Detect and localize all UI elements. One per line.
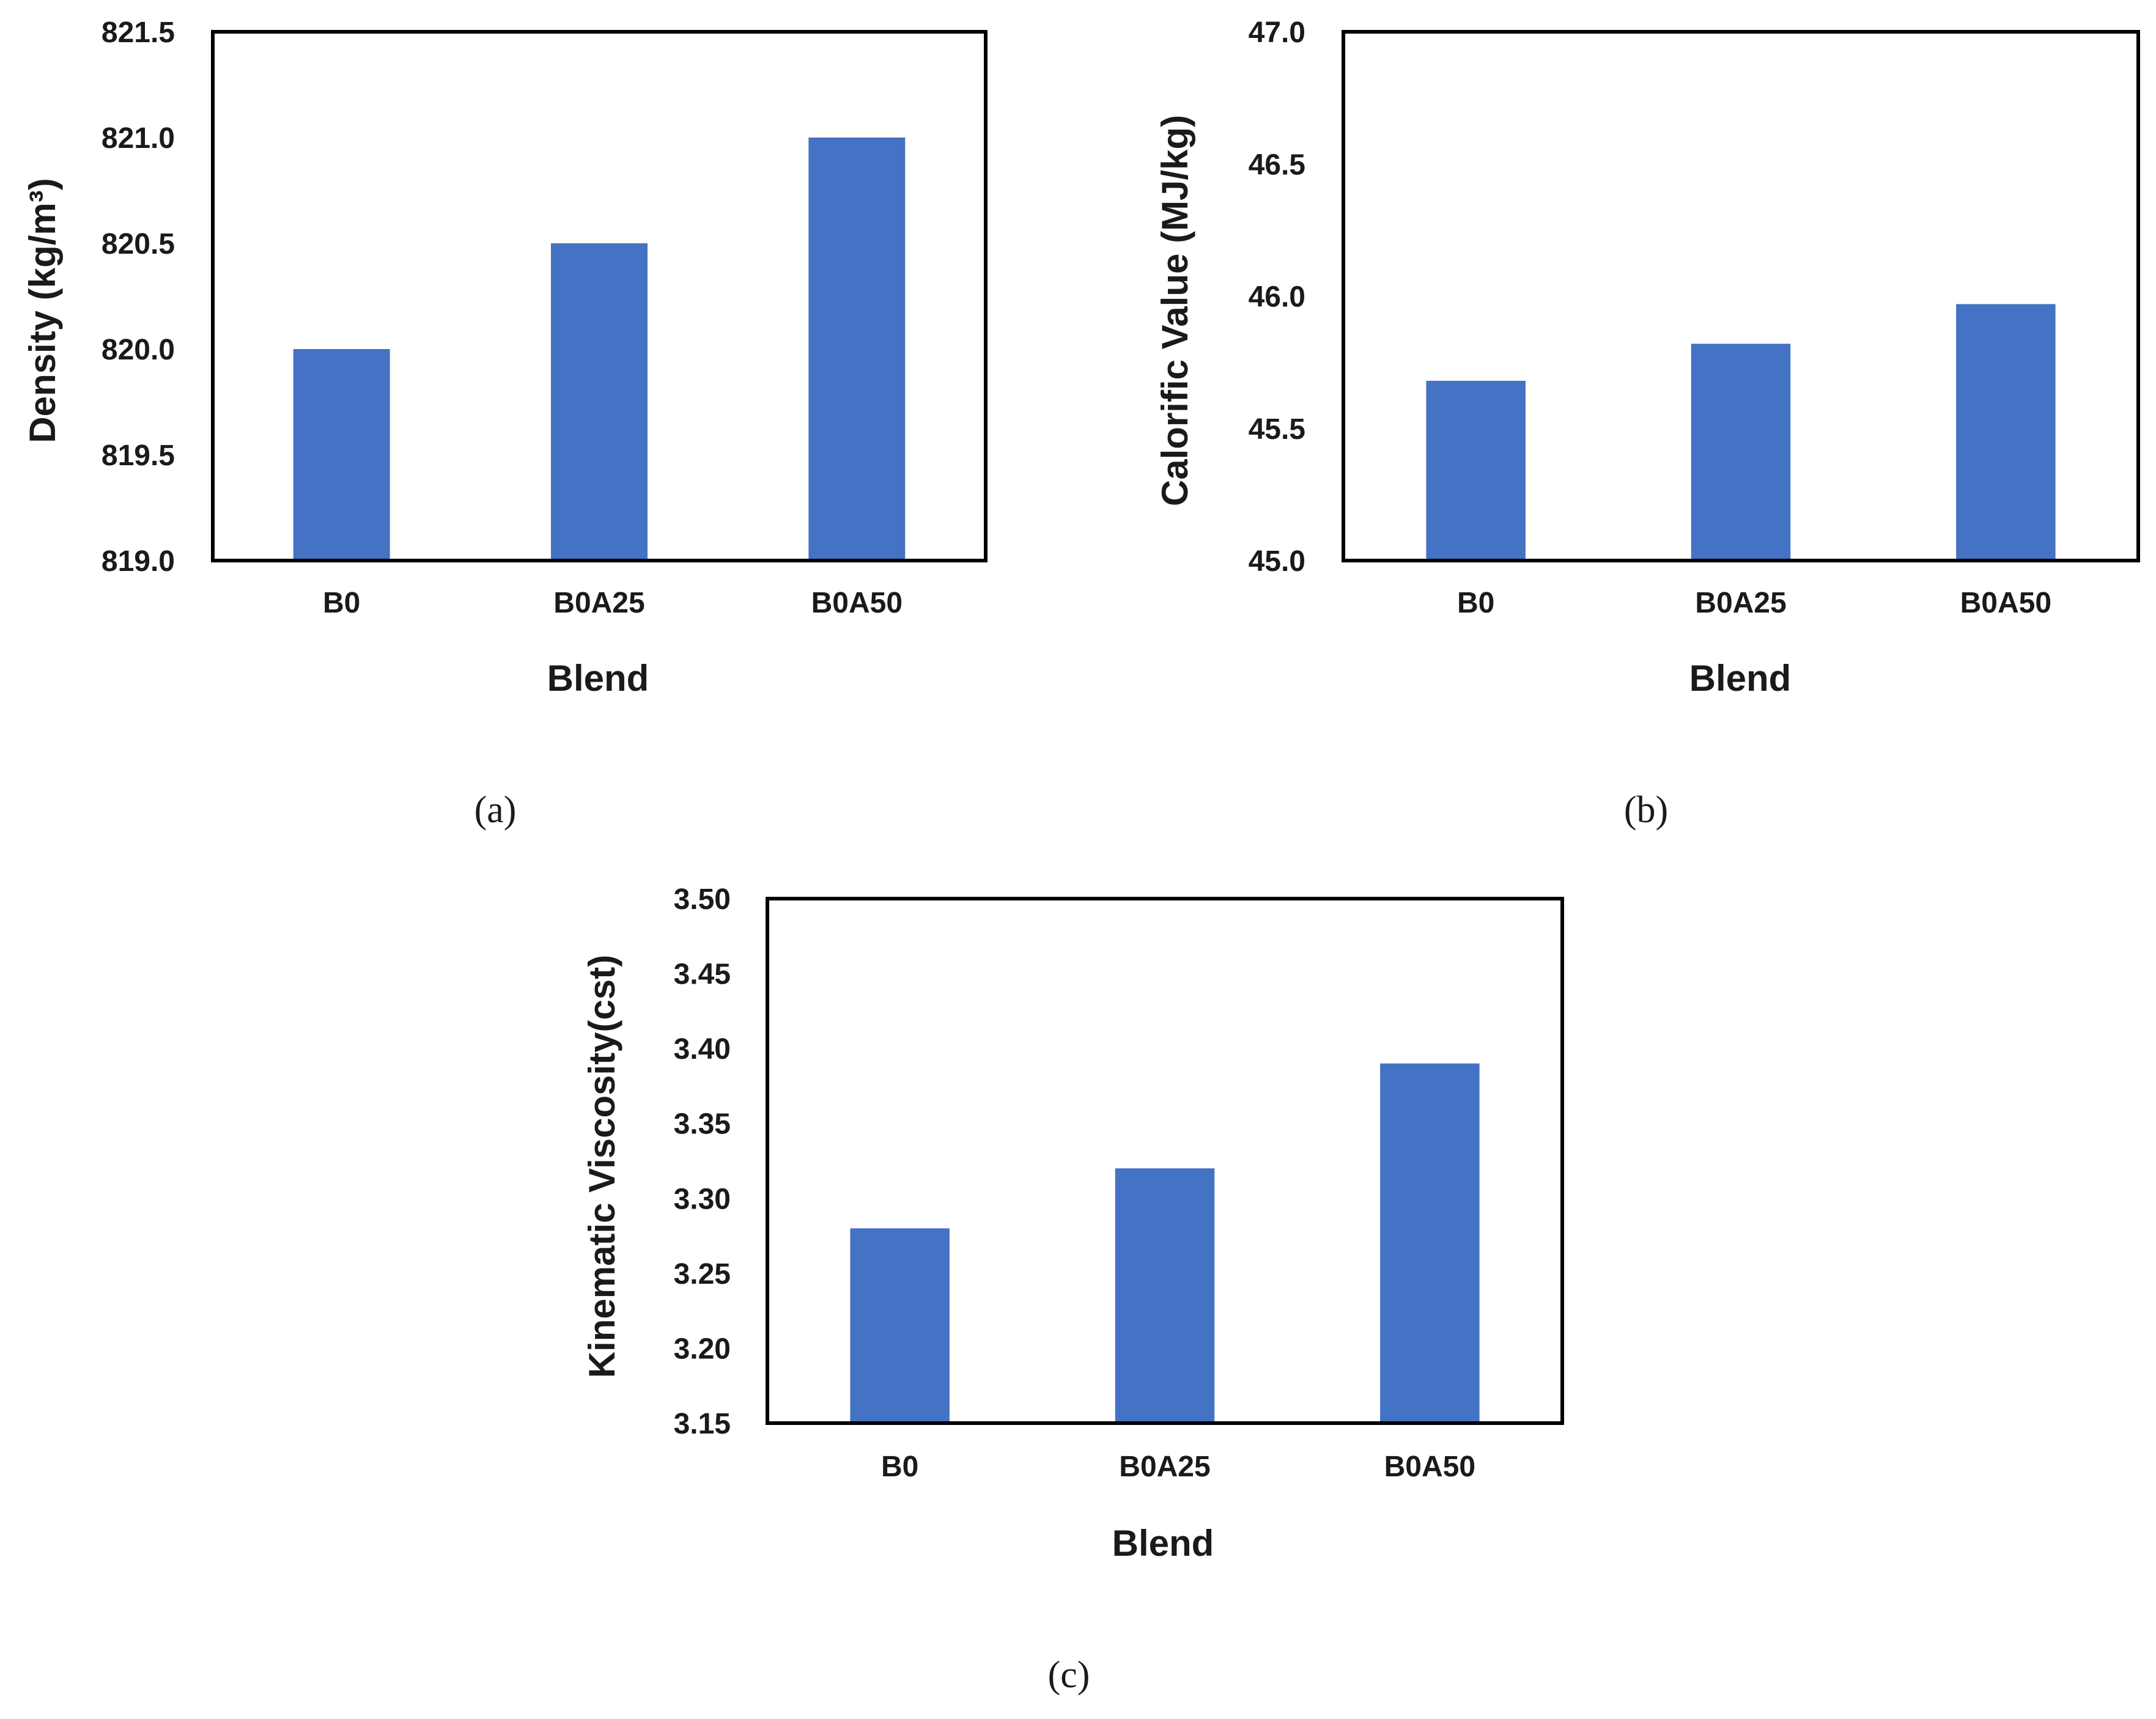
- x-tick-label: B0: [323, 587, 360, 619]
- y-tick-label: 3.35: [674, 1108, 731, 1141]
- y-tick-label: 46.0: [1249, 281, 1305, 314]
- panel-b-calorific-value-chart: Calorific Value (MJ/kg) Blend (b) 45.0 45…: [1154, 17, 2140, 831]
- x-tick-label: B0A25: [1119, 1451, 1210, 1483]
- bar-b0a50: [1956, 304, 2056, 561]
- plot-frame: [1342, 30, 2140, 562]
- panel-label: (a): [474, 789, 517, 831]
- x-tick-label: B0A50: [1384, 1451, 1475, 1483]
- y-tick-label: 3.25: [674, 1258, 731, 1290]
- y-tick-label: 3.50: [674, 883, 731, 916]
- bar-b0: [1426, 380, 1526, 561]
- x-tick-label: B0A50: [1960, 587, 2051, 619]
- x-axis-title: Blend: [547, 658, 649, 699]
- panel-c-kinematic-viscosity-chart: Kinematic Viscosity(cst) Blend (c) 3.15 3…: [581, 883, 1564, 1696]
- panel-a-density-chart: Density (kg/m³) Blend (a) 819.0 819.5 820.…: [22, 17, 988, 831]
- x-tick-label: B0A25: [553, 587, 644, 619]
- y-tick-label: 3.20: [674, 1333, 731, 1365]
- y-tick-label: 45.0: [1249, 545, 1305, 578]
- y-tick-label: 3.40: [674, 1033, 731, 1066]
- x-tick-label: B0: [881, 1451, 918, 1483]
- y-axis-title: Kinematic Viscosity(cst): [581, 955, 622, 1379]
- bar-b0: [850, 1228, 950, 1423]
- y-tick-label: 819.0: [102, 545, 175, 578]
- y-tick-label: 3.15: [674, 1408, 731, 1440]
- y-axis-title: Density (kg/m³): [22, 178, 63, 443]
- bar-b0a50: [808, 138, 906, 561]
- y-tick-label: 47.0: [1249, 17, 1305, 49]
- y-tick-label: 45.5: [1249, 413, 1305, 446]
- x-tick-label: B0A25: [1695, 587, 1786, 619]
- panel-label: (c): [1048, 1654, 1090, 1696]
- plot-frame: [766, 897, 1564, 1425]
- y-tick-label: 3.45: [674, 959, 731, 991]
- y-tick-label: 821.5: [102, 17, 175, 49]
- panel-label: (b): [1624, 789, 1668, 831]
- bar-b0a25: [1691, 344, 1791, 561]
- x-axis-title: Blend: [1689, 658, 1792, 699]
- x-tick-label: B0: [1457, 587, 1494, 619]
- bar-b0a25: [1115, 1168, 1215, 1423]
- y-tick-label: 820.0: [102, 334, 175, 366]
- bar-b0a50: [1380, 1063, 1480, 1423]
- y-axis-title: Calorific Value (MJ/kg): [1154, 115, 1195, 506]
- y-tick-label: 46.5: [1249, 149, 1305, 181]
- y-tick-label: 821.0: [102, 122, 175, 155]
- x-axis-title: Blend: [1112, 1523, 1214, 1564]
- x-tick-label: B0A50: [811, 587, 903, 619]
- y-tick-label: 820.5: [102, 228, 175, 260]
- plot-frame: [211, 30, 988, 562]
- y-tick-label: 3.30: [674, 1183, 731, 1215]
- y-tick-label: 819.5: [102, 440, 175, 472]
- bar-b0a25: [551, 243, 648, 561]
- bar-b0: [293, 349, 390, 561]
